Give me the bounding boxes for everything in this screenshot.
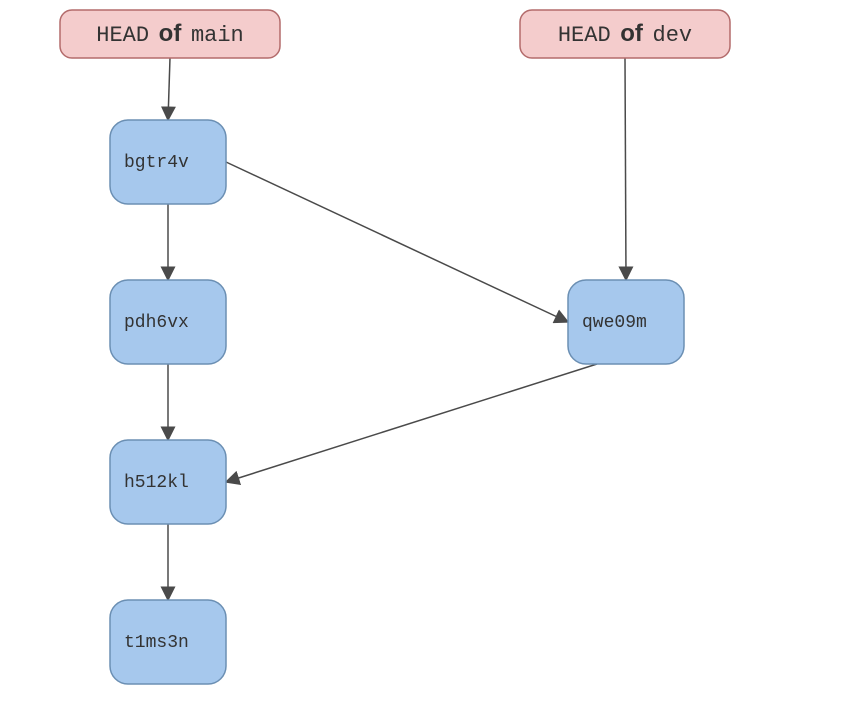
of-text: of	[620, 20, 644, 47]
commit-hash-label: pdh6vx	[124, 313, 189, 333]
commit-node-h512kl: h512kl	[110, 440, 226, 524]
commit-node-qwe09m: qwe09m	[568, 280, 684, 364]
branch-name: main	[191, 23, 244, 48]
edge-head_main-bgtr4v	[168, 58, 170, 120]
head-label: HEAD of dev	[558, 20, 692, 47]
head-label: HEAD of main	[96, 20, 244, 47]
commit-hash-label: h512kl	[124, 473, 189, 493]
of-text: of	[159, 20, 183, 47]
edges-layer	[168, 58, 626, 600]
commit-node-bgtr4v: bgtr4v	[110, 120, 226, 204]
edge-bgtr4v-qwe09m	[226, 162, 568, 322]
head-node-head_main: HEAD of main	[60, 10, 280, 58]
commit-node-pdh6vx: pdh6vx	[110, 280, 226, 364]
commit-hash-label: qwe09m	[582, 313, 647, 333]
branch-name: dev	[653, 23, 693, 48]
commit-hash-label: bgtr4v	[124, 153, 189, 173]
nodes-layer: HEAD of mainHEAD of devbgtr4vpdh6vxh512k…	[60, 10, 730, 684]
head-text: HEAD	[96, 23, 149, 48]
head-text: HEAD	[558, 23, 611, 48]
commit-node-t1ms3n: t1ms3n	[110, 600, 226, 684]
git-graph-diagram: HEAD of mainHEAD of devbgtr4vpdh6vxh512k…	[0, 0, 856, 712]
edge-head_dev-qwe09m	[625, 58, 626, 280]
edge-qwe09m-h512kl	[226, 364, 597, 482]
head-node-head_dev: HEAD of dev	[520, 10, 730, 58]
commit-hash-label: t1ms3n	[124, 633, 189, 653]
